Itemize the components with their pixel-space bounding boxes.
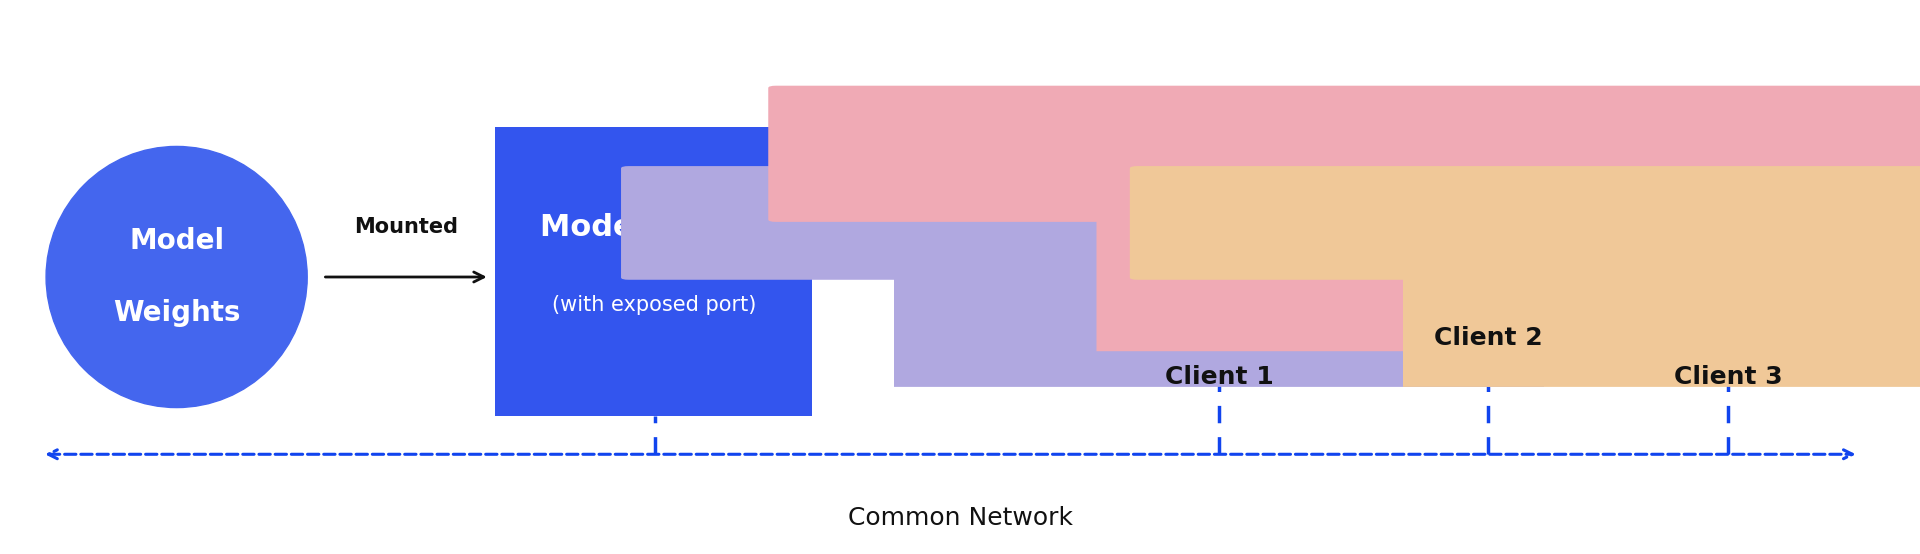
FancyBboxPatch shape (495, 127, 812, 416)
Text: Weights: Weights (113, 299, 240, 327)
Text: (with exposed port): (with exposed port) (551, 295, 756, 315)
FancyBboxPatch shape (768, 86, 1920, 222)
Text: Model: Model (129, 227, 225, 255)
Text: Model Server: Model Server (540, 213, 768, 242)
Ellipse shape (46, 146, 307, 408)
Text: Common Network: Common Network (847, 506, 1073, 530)
Text: Mounted: Mounted (353, 217, 459, 237)
Text: Client 2: Client 2 (1434, 326, 1542, 350)
Text: Client 3: Client 3 (1674, 365, 1782, 389)
FancyBboxPatch shape (1129, 166, 1920, 280)
FancyBboxPatch shape (620, 166, 1818, 280)
Text: Client 1: Client 1 (1165, 365, 1273, 389)
